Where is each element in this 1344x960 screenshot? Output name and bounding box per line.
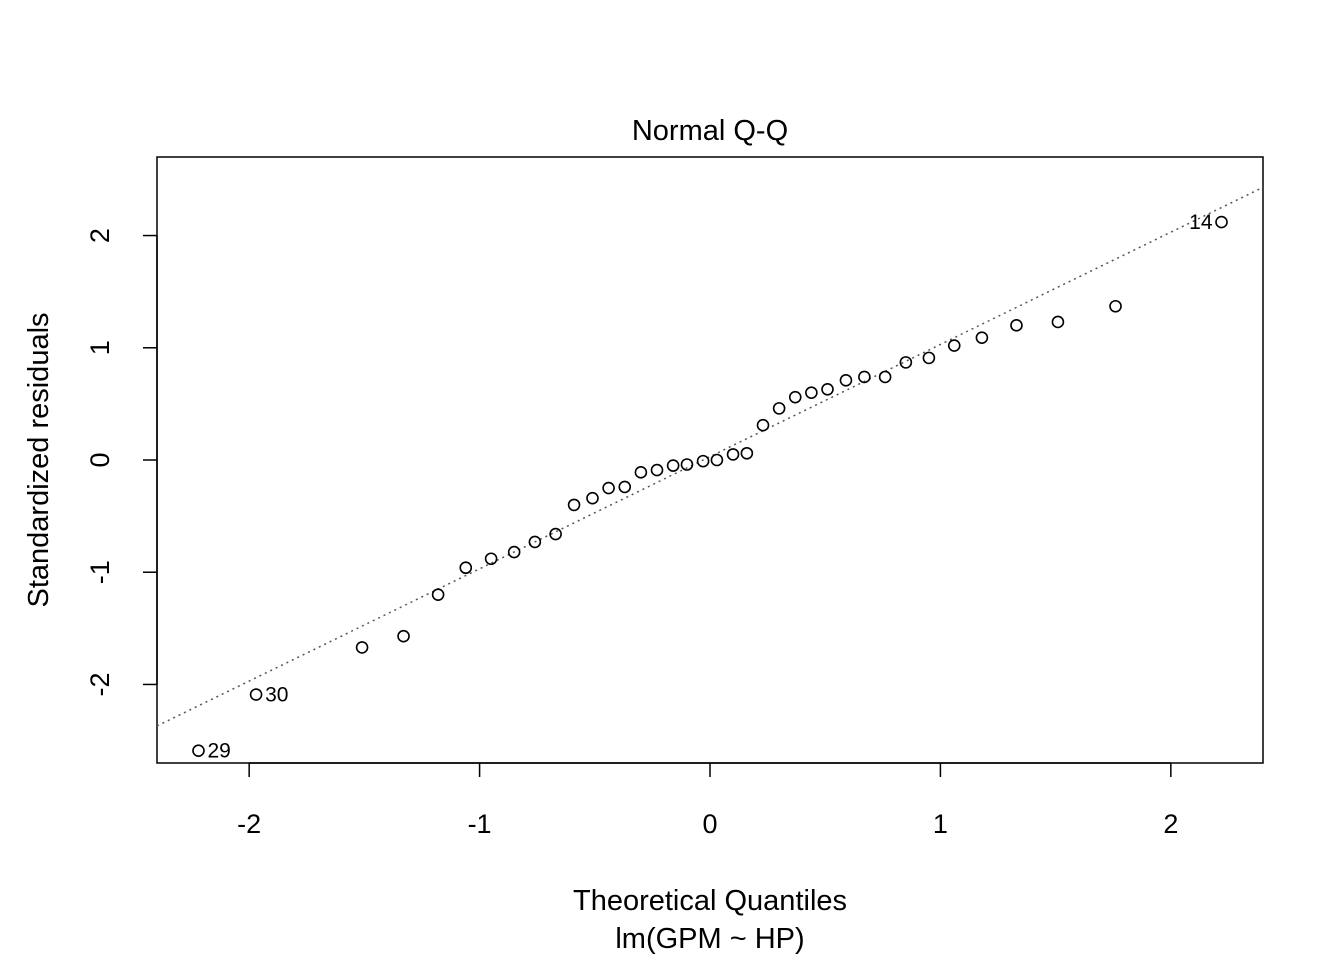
data-point [602, 481, 615, 495]
x-tick-label: -2 [237, 809, 261, 839]
data-points [192, 215, 1228, 757]
data-point [567, 498, 581, 512]
x-tick-label: 2 [1163, 809, 1178, 839]
data-point [975, 331, 989, 344]
y-tick-label: -2 [85, 672, 115, 696]
data-point [586, 491, 599, 505]
y-axis-title: Standardized residuals [23, 312, 55, 607]
x-axis: -2 -1 0 1 2 [237, 762, 1178, 839]
x-axis-subtitle: lm(GPM ~ HP) [615, 923, 804, 955]
data-point [1051, 315, 1065, 329]
x-tick-label: -1 [468, 809, 492, 839]
point-labels: 29 30 14 [207, 211, 1212, 763]
chart-title: Normal Q-Q [632, 115, 788, 147]
data-point [805, 386, 818, 399]
data-point [680, 458, 694, 471]
data-point [947, 339, 961, 352]
data-point [507, 545, 521, 559]
data-point [618, 480, 632, 494]
data-point [459, 561, 473, 575]
data-point [634, 466, 648, 479]
plot-frame [156, 156, 1264, 764]
data-point [1109, 299, 1122, 313]
point-label: 29 [207, 740, 230, 763]
data-point [696, 454, 710, 468]
data-point [858, 370, 871, 384]
y-tick-label: -1 [85, 560, 115, 584]
reference-line [156, 186, 1264, 727]
data-point [878, 370, 892, 384]
point-label: 14 [1189, 211, 1213, 234]
point-label: 30 [265, 684, 288, 707]
data-point [839, 374, 853, 387]
data-point [1010, 319, 1023, 332]
data-point [355, 641, 369, 654]
x-tick-label: 1 [933, 809, 948, 839]
data-point [788, 390, 802, 404]
data-point [922, 351, 936, 365]
y-tick-label: 0 [85, 452, 115, 467]
data-point [756, 418, 770, 432]
y-tick-label: 1 [85, 340, 115, 355]
data-point [772, 402, 786, 415]
data-point [650, 463, 664, 477]
data-point [192, 744, 205, 757]
data-point [726, 448, 740, 461]
data-point [1215, 215, 1228, 229]
data-point [740, 446, 754, 460]
y-axis: -2 -1 0 1 2 [85, 228, 158, 696]
x-axis-title: Theoretical Quantiles [573, 885, 847, 917]
data-point [666, 459, 680, 472]
data-point [397, 629, 410, 643]
data-point [549, 527, 562, 541]
x-tick-label: 0 [702, 809, 717, 839]
data-point [821, 382, 834, 396]
data-point [710, 453, 724, 467]
y-tick-label: 2 [85, 228, 115, 243]
data-point [484, 552, 498, 566]
data-point [528, 535, 542, 549]
data-point [899, 356, 913, 369]
data-point [249, 688, 263, 701]
data-point [431, 588, 445, 601]
